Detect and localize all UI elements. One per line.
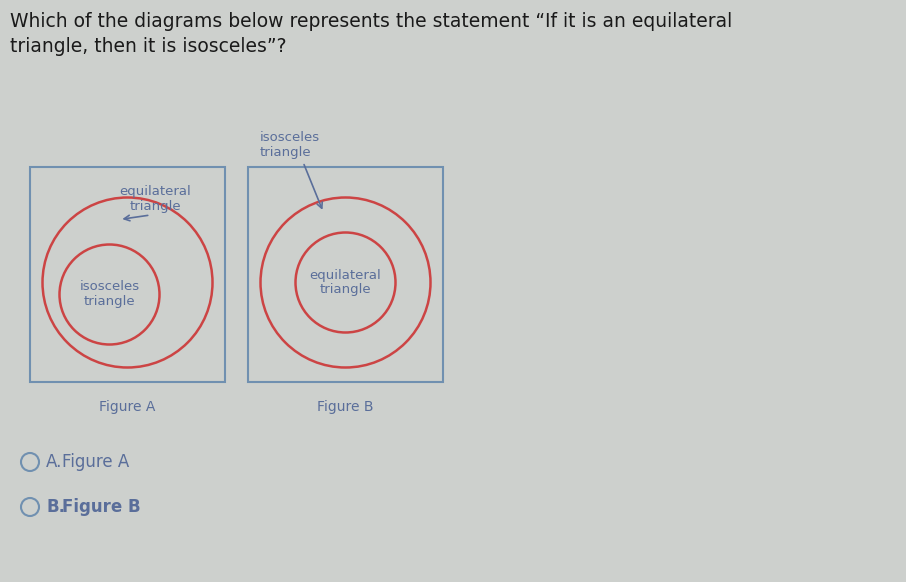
Text: Figure B: Figure B xyxy=(62,498,140,516)
Bar xyxy=(248,167,443,382)
Text: Figure A: Figure A xyxy=(100,400,156,414)
Bar xyxy=(30,167,225,382)
Text: A.: A. xyxy=(46,453,63,471)
Text: isosceles
triangle: isosceles triangle xyxy=(80,281,140,308)
Text: Which of the diagrams below represents the statement “If it is an equilateral: Which of the diagrams below represents t… xyxy=(10,12,732,31)
Text: triangle, then it is isosceles”?: triangle, then it is isosceles”? xyxy=(10,37,286,56)
Text: Figure B: Figure B xyxy=(317,400,374,414)
Text: Figure A: Figure A xyxy=(62,453,130,471)
Text: equilateral
triangle: equilateral triangle xyxy=(310,268,381,296)
Text: isosceles
triangle: isosceles triangle xyxy=(260,131,320,159)
Text: B.: B. xyxy=(46,498,65,516)
Text: equilateral
triangle: equilateral triangle xyxy=(120,185,191,213)
